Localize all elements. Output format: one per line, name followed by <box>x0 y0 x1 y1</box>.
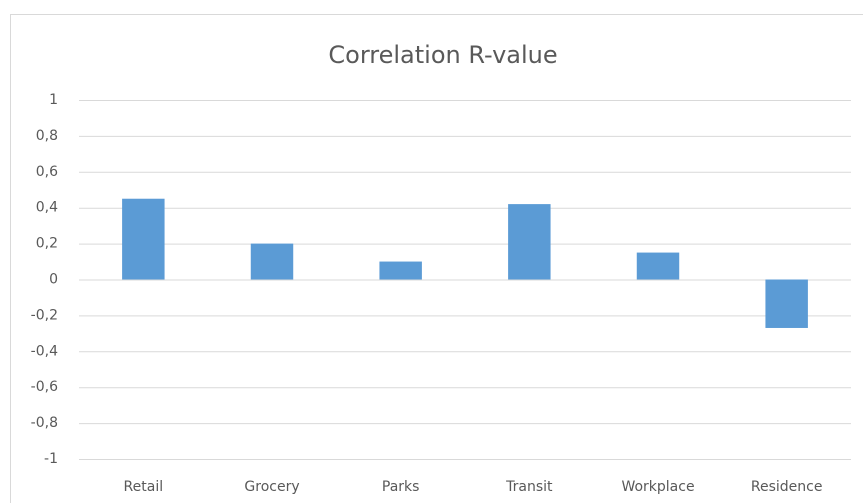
y-tick-label: -0,4 <box>31 343 58 359</box>
bar <box>765 279 808 328</box>
y-tick-label: 0,6 <box>36 164 58 180</box>
y-tick-label: -1 <box>44 451 58 467</box>
bar <box>250 243 294 280</box>
x-tick-label: Workplace <box>621 479 694 495</box>
bar <box>122 198 165 280</box>
x-tick-label: Grocery <box>244 479 299 495</box>
x-tick-label: Retail <box>124 479 164 495</box>
x-tick-label: Transit <box>505 479 553 495</box>
y-tick-label: 0,2 <box>36 236 58 252</box>
bar <box>508 204 551 280</box>
bar <box>636 252 680 280</box>
y-tick-label: 1 <box>49 92 58 108</box>
x-tick-label: Residence <box>751 479 823 495</box>
y-tick-label: 0,4 <box>36 200 58 216</box>
y-tick-label: -0,8 <box>31 415 58 431</box>
y-tick-label: -0,6 <box>31 379 58 395</box>
chart-title: Correlation R-value <box>328 41 557 69</box>
x-tick-label: Parks <box>382 479 420 495</box>
bar <box>379 261 422 280</box>
y-tick-label: -0,2 <box>31 307 58 323</box>
y-tick-label: 0 <box>49 272 58 288</box>
y-tick-label: 0,8 <box>36 128 58 144</box>
